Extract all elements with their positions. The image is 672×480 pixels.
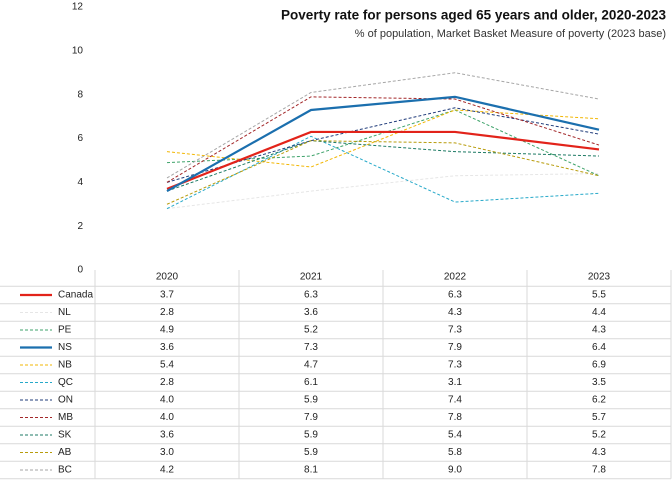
x-tick-label: 2023 — [588, 272, 611, 283]
y-tick-label: 2 — [77, 221, 83, 232]
table-value: 8.1 — [304, 465, 318, 476]
series-line — [166, 135, 600, 210]
legend-label: PE — [58, 325, 72, 336]
table-value: 5.9 — [304, 430, 318, 441]
table-value: 4.9 — [160, 325, 174, 336]
table-value: 6.3 — [448, 290, 462, 301]
table-value: 6.3 — [304, 290, 318, 301]
series-line — [166, 140, 600, 205]
table-value: 7.9 — [448, 342, 462, 353]
table-value: 2.8 — [160, 307, 174, 318]
table-value: 7.3 — [448, 325, 462, 336]
legend-label: NB — [58, 360, 72, 371]
table-value: 2.8 — [160, 377, 174, 388]
series-line — [166, 96, 600, 183]
y-tick-label: 0 — [77, 265, 83, 276]
table-value: 5.4 — [448, 430, 462, 441]
table-value: 7.8 — [592, 465, 606, 476]
table-value: 7.8 — [448, 412, 462, 423]
series-line — [166, 95, 600, 193]
table-value: 3.7 — [160, 290, 174, 301]
legend-label: SK — [58, 430, 72, 441]
series-line — [166, 109, 600, 168]
x-tick-label: 2020 — [156, 272, 179, 283]
table-value: 3.6 — [160, 430, 174, 441]
table-value: 5.5 — [592, 290, 606, 301]
y-tick-label: 10 — [72, 45, 84, 56]
table-value: 4.2 — [160, 465, 174, 476]
table-value: 6.1 — [304, 377, 318, 388]
table-value: 7.3 — [304, 342, 318, 353]
legend-label: QC — [58, 377, 73, 388]
series-line — [166, 107, 600, 183]
series-line — [166, 109, 600, 177]
legend-label: Canada — [58, 290, 93, 301]
table-value: 4.7 — [304, 360, 318, 371]
table-value: 5.7 — [592, 412, 606, 423]
chart-subtitle: % of population, Market Basket Measure o… — [355, 28, 666, 40]
legend-label: NL — [58, 307, 71, 318]
table-value: 3.6 — [304, 307, 318, 318]
table-value: 4.3 — [448, 307, 462, 318]
series-line — [166, 72, 600, 179]
table-value: 3.5 — [592, 377, 606, 388]
table-value: 5.9 — [304, 395, 318, 406]
legend-label: AB — [58, 447, 72, 458]
table-value: 7.3 — [448, 360, 462, 371]
legend-label: ON — [58, 395, 73, 406]
x-tick-label: 2022 — [444, 272, 467, 283]
table-value: 6.2 — [592, 395, 606, 406]
table-value: 7.4 — [448, 395, 462, 406]
table-value: 9.0 — [448, 465, 462, 476]
table-value: 5.4 — [160, 360, 174, 371]
table-value: 4.3 — [592, 325, 606, 336]
table-value: 3.0 — [160, 447, 174, 458]
y-tick-label: 8 — [77, 89, 83, 100]
legend-label: BC — [58, 465, 72, 476]
table-value: 6.9 — [592, 360, 606, 371]
table-value: 5.2 — [304, 325, 318, 336]
table-value: 7.9 — [304, 412, 318, 423]
legend-label: MB — [58, 412, 73, 423]
legend-label: NS — [58, 342, 72, 353]
y-tick-label: 12 — [72, 2, 84, 13]
table-value: 4.4 — [592, 307, 606, 318]
table-value: 4.3 — [592, 447, 606, 458]
y-tick-label: 4 — [77, 177, 83, 188]
table-value: 3.6 — [160, 342, 174, 353]
series-line — [166, 140, 600, 192]
table-value: 5.8 — [448, 447, 462, 458]
table-value: 6.4 — [592, 342, 606, 353]
chart-title: Poverty rate for persons aged 65 years a… — [281, 8, 666, 23]
x-tick-label: 2021 — [300, 272, 323, 283]
series-line — [166, 130, 600, 190]
table-value: 3.1 — [448, 377, 462, 388]
table-value: 5.9 — [304, 447, 318, 458]
table-value: 4.0 — [160, 412, 174, 423]
series-line — [166, 173, 600, 210]
table-value: 5.2 — [592, 430, 606, 441]
y-tick-label: 6 — [77, 133, 83, 144]
table-value: 4.0 — [160, 395, 174, 406]
